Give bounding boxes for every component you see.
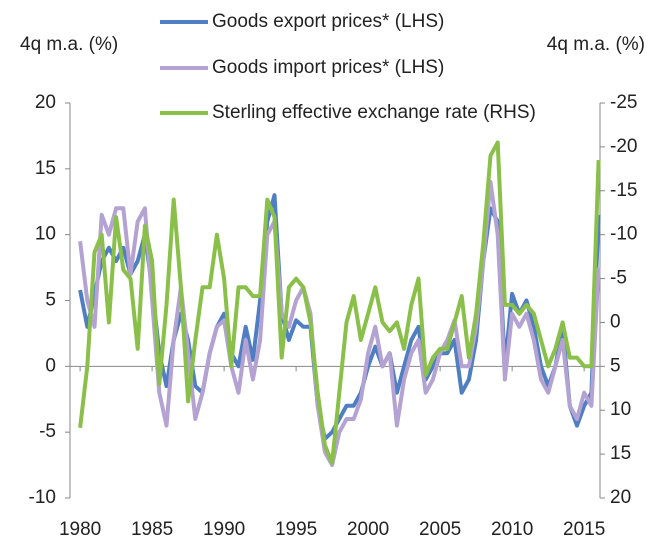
- series-line: [78, 193, 601, 441]
- y2-tick-label: -15: [610, 180, 637, 201]
- y2-tick-label: 20: [610, 487, 631, 508]
- y-axis-label: 4q m.a. (%): [20, 34, 118, 55]
- y-tick-label: 5: [45, 290, 56, 311]
- y2-tick-label: -25: [610, 92, 637, 113]
- x-tick-label: 1995: [275, 519, 317, 540]
- x-tick-label: 2010: [491, 519, 533, 540]
- y-tick-label: 15: [35, 158, 56, 179]
- y2-tick-label: -20: [610, 136, 637, 157]
- x-tick-label: 1980: [59, 519, 101, 540]
- y-tick-label: 20: [35, 92, 56, 113]
- y2-axis-label: 4q m.a. (%): [547, 34, 645, 55]
- y2-tick-label: -10: [610, 224, 637, 245]
- y2-tick-label: 5: [610, 355, 621, 376]
- y-tick-label: 0: [45, 355, 56, 376]
- series-line: [78, 180, 601, 468]
- y2-tick-label: 0: [610, 311, 621, 332]
- x-tick-label: 2005: [419, 519, 461, 540]
- y-tick-label: 10: [35, 224, 56, 245]
- x-tick-label: 1985: [131, 519, 173, 540]
- series-line: [78, 140, 601, 465]
- y2-tick-label: 10: [610, 399, 631, 420]
- legend-label: Goods export prices* (LHS): [212, 11, 444, 32]
- legend-label: Goods import prices* (LHS): [212, 57, 444, 78]
- x-tick-label: 2000: [347, 519, 389, 540]
- x-tick-label: 1990: [203, 519, 245, 540]
- y-tick-label: -10: [29, 487, 56, 508]
- x-tick-label: 2015: [563, 519, 605, 540]
- y2-tick-label: -5: [610, 268, 627, 289]
- y2-tick-label: 15: [610, 443, 631, 464]
- y-tick-label: -5: [39, 421, 56, 442]
- legend-label: Sterling effective exchange rate (RHS): [212, 102, 536, 123]
